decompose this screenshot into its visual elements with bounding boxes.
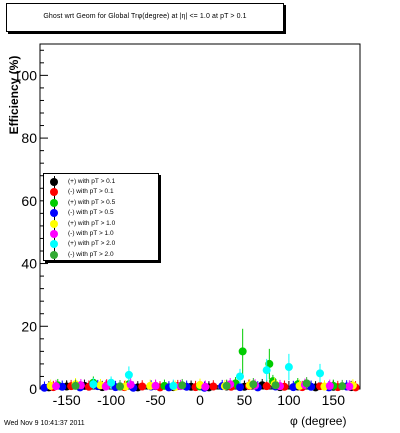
y-axis-label-box: Efficiency (%): [6, 50, 22, 140]
data-point: [178, 381, 187, 390]
legend-entry: (-) with pT > 0.1: [44, 186, 158, 199]
data-point: [71, 381, 80, 390]
data-point: [236, 383, 244, 392]
data-point: [271, 381, 280, 390]
legend-label: (-) with pT > 2.0: [68, 250, 114, 258]
data-point: [262, 382, 271, 391]
x-tick-label: -150: [53, 392, 81, 408]
data-point: [284, 363, 293, 372]
data-point: [107, 378, 116, 387]
legend-entry: (+) with pT > 0.5: [44, 196, 158, 209]
data-point: [124, 370, 133, 379]
data-point: [151, 381, 160, 390]
data-point: [52, 382, 60, 391]
data-point: [138, 382, 147, 391]
legend-marker: [50, 198, 58, 207]
legend-label: (+) with pT > 1.0: [68, 219, 116, 227]
legend-label: (-) with pT > 0.1: [68, 188, 114, 196]
y-axis-label: Efficiency (%): [7, 55, 21, 135]
data-point: [209, 382, 218, 391]
x-tick-label: -100: [97, 392, 125, 408]
legend-marker: [50, 209, 58, 218]
y-tick-label: 60: [21, 193, 37, 209]
data-points: [40, 328, 360, 392]
legend-entry: (-) with pT > 0.5: [44, 207, 158, 220]
data-point: [222, 381, 231, 390]
data-point: [316, 369, 324, 378]
chart-title: Ghost wrt Geom for Global Trφ(degree) at…: [43, 13, 247, 20]
legend-entry: (+) with pT > 2.0: [44, 238, 158, 251]
x-axis-label: φ (degree): [290, 414, 347, 428]
legend-marker: [50, 178, 58, 186]
chart-title-box: Ghost wrt Geom for Global Trφ(degree) at…: [6, 3, 284, 32]
legend-marker: [50, 250, 58, 259]
legend-marker: [50, 230, 58, 238]
legend-entry: (+) with pT > 1.0: [44, 217, 158, 230]
data-point: [169, 381, 178, 390]
legend-entry: (-) with pT > 2.0: [44, 248, 158, 261]
legend-entry: (-) with pT > 1.0: [44, 228, 158, 240]
data-point: [302, 379, 311, 388]
legend-label: (+) with pT > 0.1: [68, 178, 116, 185]
y-tick-label: 40: [21, 256, 37, 272]
data-point: [116, 382, 124, 391]
data-point: [345, 382, 354, 391]
legend-label: (-) with pT > 0.5: [68, 209, 114, 217]
data-point: [236, 372, 244, 381]
y-tick-label: 20: [21, 318, 37, 334]
data-point: [325, 381, 334, 390]
data-point: [289, 383, 298, 392]
legend-label: (+) with pT > 0.5: [68, 198, 116, 206]
y-tick-label: 0: [29, 381, 37, 397]
y-tick-label: 80: [21, 130, 37, 146]
axis-ticks: 0 20 40 60 80 100 -150 -100 -50 0 50 100 150: [14, 49, 352, 408]
legend-marker: [50, 188, 58, 197]
legend-label: (-) with pT > 1.0: [68, 230, 114, 237]
data-point: [265, 359, 274, 368]
legend-marker: [50, 219, 58, 228]
data-point: [89, 380, 98, 389]
x-tick-label: 50: [237, 392, 253, 408]
x-tick-label: 0: [196, 392, 204, 408]
x-tick-label: -50: [145, 392, 165, 408]
data-point: [58, 382, 67, 391]
legend: (+) with pT > 0.1 (-) with pT > 0.1 (+) wi…: [43, 173, 159, 261]
data-point: [338, 382, 347, 391]
y-tick-label: 100: [14, 67, 38, 83]
legend-label: (+) with pT > 2.0: [68, 240, 116, 248]
x-tick-label: 150: [322, 392, 346, 408]
data-point: [238, 347, 247, 356]
data-point: [126, 380, 135, 389]
data-point: [262, 366, 271, 375]
datestamp: Wed Nov 9 10:41:37 2011: [4, 420, 85, 427]
legend-entry: (+) with pT > 0.1: [44, 176, 158, 188]
x-tick-label: 100: [277, 392, 301, 408]
data-point: [249, 380, 258, 389]
legend-marker: [50, 240, 58, 249]
data-point: [201, 382, 210, 391]
data-point: [40, 383, 49, 392]
